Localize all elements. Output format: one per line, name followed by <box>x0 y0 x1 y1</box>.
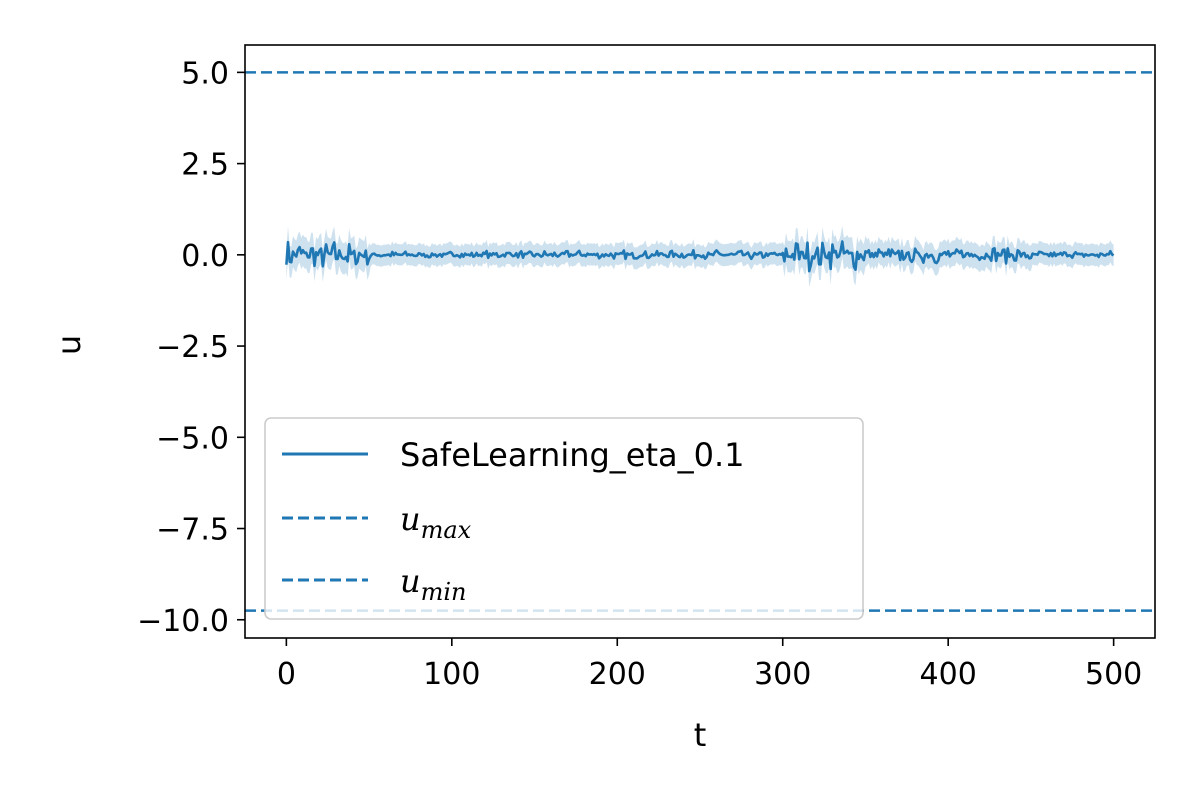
y-axis-ticks: 5.0 2.5 0.0 −2.5 −5.0 −7.5 −10.0 <box>137 56 245 639</box>
y-axis-label: u <box>50 335 88 355</box>
series-layer <box>285 240 1115 273</box>
legend-label-umax: umax <box>400 500 472 544</box>
y-tick-label: −2.5 <box>156 330 229 365</box>
legend-umax-sub: max <box>421 516 472 544</box>
y-tick-label: −7.5 <box>156 513 229 548</box>
y-tick-label: 5.0 <box>181 56 229 91</box>
y-tick-label: 0.0 <box>181 239 229 274</box>
series-line-safelearning <box>285 240 1115 273</box>
x-tick-label: 500 <box>1085 657 1142 692</box>
y-tick-label: −5.0 <box>156 421 229 456</box>
legend-label-umin: umin <box>400 562 467 606</box>
legend-box <box>264 417 864 620</box>
legend: SafeLearning_eta_0.1 umax umin <box>264 417 864 620</box>
y-tick-label: −10.0 <box>137 604 229 639</box>
legend-umax-main: u <box>400 500 421 538</box>
x-axis-label: t <box>694 716 707 754</box>
legend-umin-sub: min <box>421 578 467 606</box>
x-tick-label: 200 <box>589 657 646 692</box>
x-tick-label: 400 <box>920 657 977 692</box>
plot-frame <box>244 44 1156 639</box>
x-tick-label: 300 <box>754 657 811 692</box>
legend-label-series: SafeLearning_eta_0.1 <box>400 436 745 474</box>
x-axis-ticks: 0 100 200 300 400 500 <box>277 638 1142 692</box>
x-tick-label: 0 <box>277 657 296 692</box>
x-tick-label: 100 <box>423 657 480 692</box>
legend-umin-main: u <box>400 562 421 600</box>
y-tick-label: 2.5 <box>181 148 229 183</box>
